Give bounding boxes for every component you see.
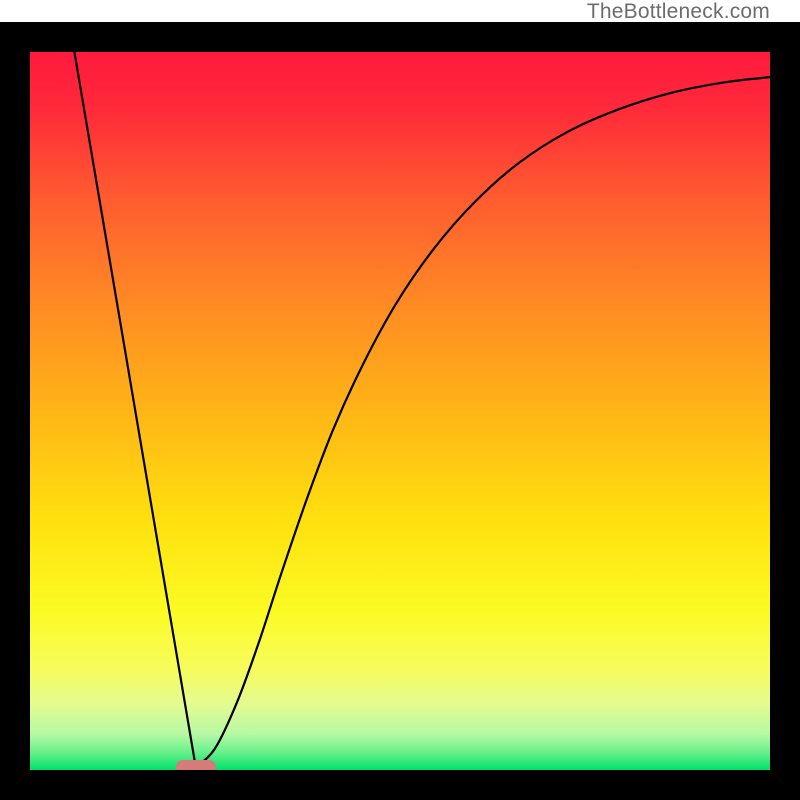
v-curve-svg	[30, 52, 770, 770]
min-marker	[176, 760, 216, 770]
plot-area	[30, 52, 770, 770]
v-curve-path	[74, 52, 770, 767]
watermark-text: TheBottleneck.com	[587, 0, 770, 24]
chart-frame: TheBottleneck.com	[0, 0, 800, 800]
